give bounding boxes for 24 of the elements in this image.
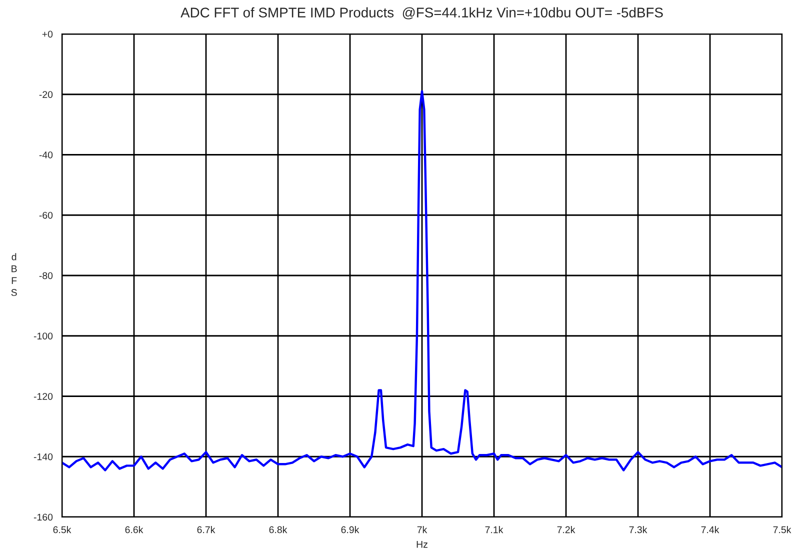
y-tick-label: -60 [39,212,53,219]
y-tick-label: -160 [34,514,53,521]
y-tick-label: -40 [39,151,53,158]
x-axis-title: Hz [416,541,428,548]
x-tick-label: 7k [417,526,428,534]
y-tick-label: -100 [34,332,53,340]
y-tick-label: +0 [42,30,53,38]
x-tick-label: 7.5k [773,526,792,534]
y-tick-label: -20 [39,91,53,98]
y-tick-label: -80 [39,272,53,280]
x-tick-label: 6.7k [197,526,216,534]
chart-title: ADC FFT of SMPTE IMD Products @FS=44.1kHz Vin=+10dbu OUT= -5dBFS [180,7,663,20]
x-tick-label: 7.1k [485,526,504,534]
y-tick-label: -140 [34,453,53,460]
y-tick-label: -120 [34,392,53,400]
x-tick-label: 6.8k [269,526,288,534]
x-tick-label: 6.6k [125,526,144,534]
x-tick-label: 7.4k [701,526,720,534]
line-series [62,90,782,472]
x-tick-label: 7.3k [629,526,648,534]
x-tick-label: 7.2k [557,526,576,534]
y-axis-title: dBFS [11,253,17,296]
x-tick-label: 6.5k [53,526,72,534]
x-tick-label: 6.9k [341,526,360,534]
